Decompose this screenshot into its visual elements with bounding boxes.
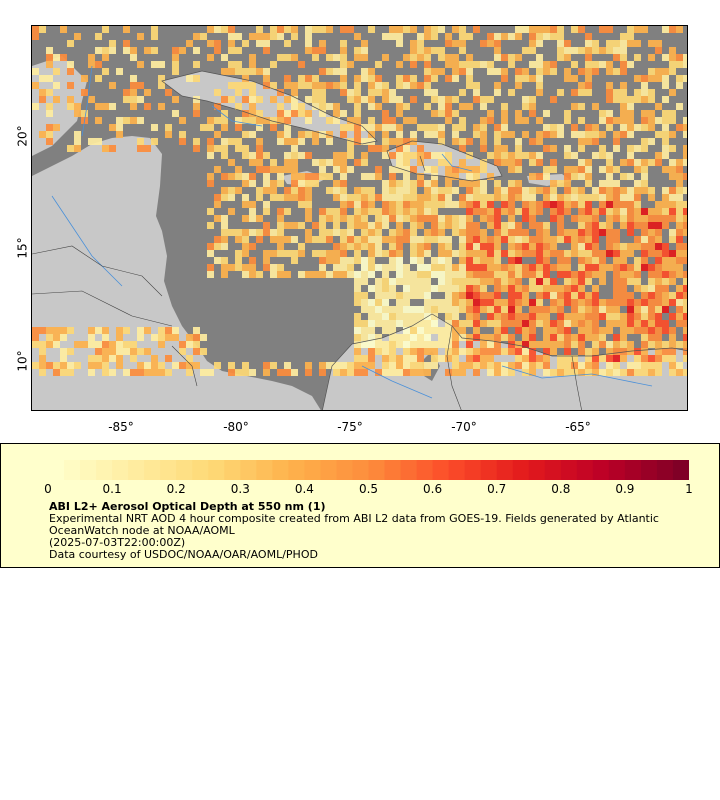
- colorbar-tick-label: 0.1: [102, 482, 122, 496]
- aerosol-plume: [32, 26, 687, 376]
- y-tick-label: 20°: [15, 125, 30, 147]
- colorbar-swatch: [560, 460, 578, 480]
- colorbar-swatch: [224, 460, 241, 480]
- map-panel[interactable]: [31, 25, 688, 411]
- colorbar-swatch: [144, 460, 161, 480]
- aerosol-map: [32, 26, 687, 410]
- colorbar-swatch: [448, 460, 466, 480]
- legend-timestamp: (2025-07-03T22:00:00Z): [49, 536, 186, 549]
- colorbar-swatch: [176, 460, 193, 480]
- colorbar-swatch: [384, 460, 402, 480]
- colorbar-tick-label: 0.8: [551, 482, 571, 496]
- legend-credit: Data courtesy of USDOC/NOAA/OAR/AOML/PHO…: [49, 548, 318, 561]
- colorbar-swatch: [576, 460, 594, 480]
- colorbar-swatch: [112, 460, 129, 480]
- colorbar-swatch: [592, 460, 610, 480]
- colorbar-swatch: [432, 460, 450, 480]
- x-tick-label: -65°: [565, 420, 591, 434]
- colorbar-tick-label: 0.4: [294, 482, 314, 496]
- colorbar-swatch: [80, 460, 97, 480]
- legend-title: ABI L2+ Aerosol Optical Depth at 550 nm …: [49, 500, 326, 513]
- colorbar-swatch: [320, 460, 337, 480]
- x-tick-label: -85°: [108, 420, 134, 434]
- colorbar-tick-label: 0.5: [358, 482, 379, 496]
- colorbar-swatch: [240, 460, 257, 480]
- legend-panel: 0 0.1 0.2 0.3 0.4 0.5 0.6 0.7 0.8 0.9 1 ABI L2+ Ae…: [0, 443, 720, 568]
- colorbar-swatch: [304, 460, 321, 480]
- colorbar-swatch: [192, 460, 209, 480]
- colorbar-swatch: [480, 460, 498, 480]
- colorbar-swatch: [512, 460, 530, 480]
- country-borders: [32, 155, 582, 410]
- colorbar-swatch: [128, 460, 145, 480]
- legend-description: Experimental NRT AOD 4 hour composite cr…: [49, 512, 659, 537]
- colorbar-tick-label: 0: [44, 482, 52, 496]
- legend-text: ABI L2+ Aerosol Optical Depth at 550 nm …: [49, 501, 689, 561]
- colorbar-swatch: [640, 460, 658, 480]
- colorbar-swatch: [496, 460, 514, 480]
- colorbar-swatch: [464, 460, 482, 480]
- colorbar-swatch: [96, 460, 113, 480]
- colorbar-swatch: [288, 460, 305, 480]
- colorbar-swatch: [528, 460, 546, 480]
- colorbar-swatch: [352, 460, 369, 480]
- colorbar-tick-label: 1: [685, 482, 693, 496]
- colorbar-swatch: [272, 460, 289, 480]
- y-tick-label: 15°: [15, 237, 30, 259]
- x-tick-label: -75°: [337, 420, 363, 434]
- colorbar-swatch: [48, 460, 65, 480]
- colorbar-swatch: [368, 460, 386, 480]
- rivers: [51, 65, 653, 399]
- x-tick-label: -80°: [223, 420, 249, 434]
- colorbar-tick-label: 0.7: [487, 482, 507, 496]
- colorbar-swatch: [208, 460, 225, 480]
- colorbar-swatch: [256, 460, 273, 480]
- colorbar-swatch: [416, 460, 434, 480]
- colorbar-swatch: [544, 460, 562, 480]
- x-tick-label: -70°: [451, 420, 477, 434]
- colorbar-tick-label: 0.3: [230, 482, 250, 496]
- colorbar-swatch: [160, 460, 177, 480]
- colorbar-tick-label: 0.2: [166, 482, 186, 496]
- colorbar-swatch: [608, 460, 626, 480]
- colorbar: [48, 460, 689, 480]
- colorbar-tick-label: 0.9: [615, 482, 635, 496]
- colorbar-swatch: [336, 460, 353, 480]
- colorbar-swatch: [64, 460, 81, 480]
- colorbar-swatch: [400, 460, 418, 480]
- colorbar-tick-label: 0.6: [423, 482, 443, 496]
- colorbar-swatch: [656, 460, 674, 480]
- colorbar-swatch: [624, 460, 642, 480]
- coastlines: [161, 70, 687, 410]
- y-tick-label: 10°: [15, 350, 30, 372]
- colorbar-swatch: [672, 460, 689, 480]
